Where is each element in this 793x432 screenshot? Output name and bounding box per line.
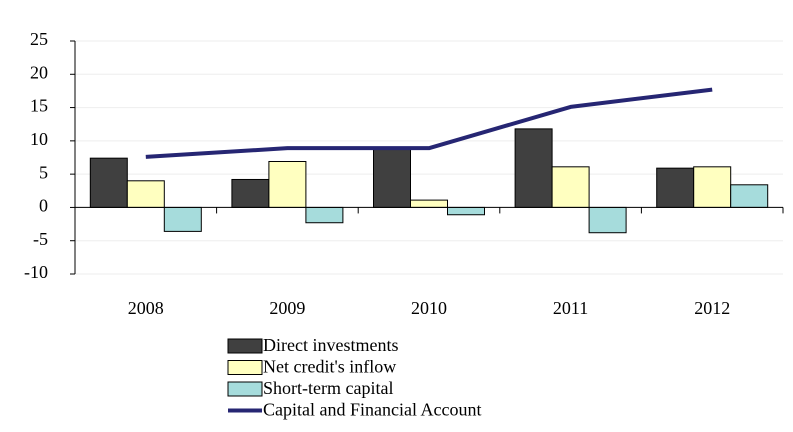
legend-swatch bbox=[227, 360, 263, 375]
y-tick-label: 5 bbox=[39, 162, 48, 182]
bar bbox=[305, 206, 344, 224]
bar bbox=[588, 206, 627, 234]
x-tick-label: 2011 bbox=[553, 298, 588, 318]
legend-swatch bbox=[227, 338, 263, 354]
bar bbox=[410, 199, 448, 208]
bar bbox=[551, 166, 590, 208]
bar bbox=[730, 184, 769, 208]
legend-swatch bbox=[227, 381, 263, 397]
bar bbox=[656, 167, 695, 208]
bar bbox=[126, 180, 165, 208]
bar bbox=[447, 206, 485, 216]
x-tick-label: 2009 bbox=[269, 298, 305, 318]
bar bbox=[89, 157, 128, 208]
line bbox=[145, 87, 713, 159]
y-tick-label: 20 bbox=[30, 62, 48, 82]
x-tick-label: 2012 bbox=[694, 298, 730, 318]
legend-label: Capital and Financial Account bbox=[263, 400, 481, 420]
y-tick-label: 25 bbox=[30, 29, 48, 49]
y-tick-label: 15 bbox=[30, 96, 48, 116]
legend-label: Short-term capital bbox=[263, 378, 393, 398]
bar bbox=[693, 166, 732, 208]
y-tick-label: 0 bbox=[39, 196, 48, 216]
bar bbox=[268, 160, 307, 208]
bar bbox=[163, 206, 202, 232]
x-tick-label: 2010 bbox=[411, 298, 447, 318]
legend-label: Direct investments bbox=[263, 335, 398, 355]
y-tick-label: -10 bbox=[24, 262, 48, 282]
bar bbox=[373, 147, 411, 208]
y-tick-label: 10 bbox=[30, 129, 48, 149]
y-tick-label: -5 bbox=[33, 229, 48, 249]
bar bbox=[231, 178, 270, 208]
x-tick-label: 2008 bbox=[128, 298, 164, 318]
bar bbox=[514, 128, 553, 208]
legend-label: Net credit's inflow bbox=[263, 357, 396, 377]
